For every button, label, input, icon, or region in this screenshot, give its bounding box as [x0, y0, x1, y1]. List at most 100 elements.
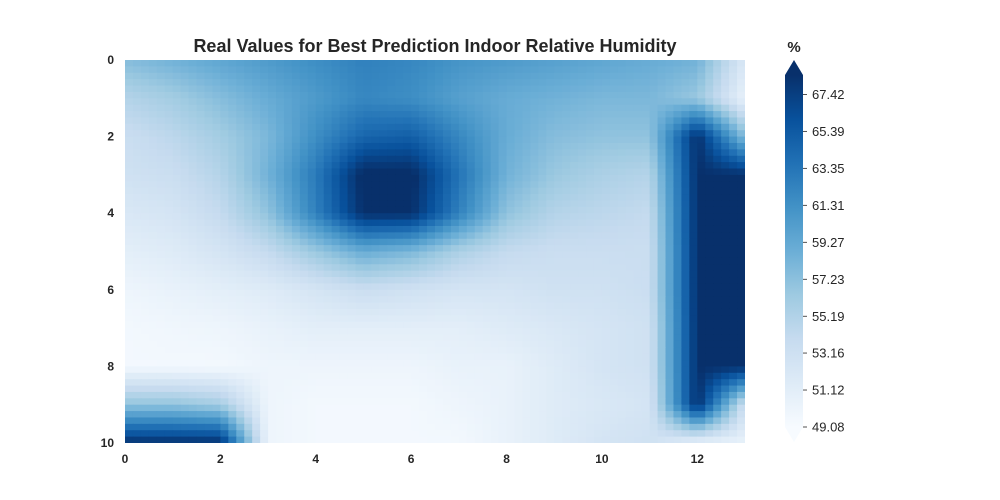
heatmap-cell	[466, 296, 476, 304]
heatmap-cell	[204, 98, 214, 106]
heatmap-cell	[498, 264, 508, 272]
heatmap-cell	[498, 245, 508, 253]
heatmap-cell	[299, 366, 309, 374]
heatmap-cell	[546, 315, 555, 323]
heatmap-cell	[601, 398, 611, 406]
heatmap-cell	[713, 149, 722, 157]
heatmap-cell	[299, 225, 309, 233]
heatmap-cell	[236, 423, 245, 431]
heatmap-cell	[236, 194, 245, 202]
heatmap-cell	[196, 117, 206, 125]
heatmap-cell	[546, 277, 555, 285]
heatmap-cell	[482, 417, 492, 425]
heatmap-cell	[617, 347, 627, 355]
heatmap-cell	[673, 391, 683, 399]
heatmap-cell	[649, 72, 659, 80]
heatmap-cell	[681, 123, 690, 131]
heatmap-cell	[442, 117, 452, 125]
heatmap-cell	[148, 98, 158, 106]
heatmap-cell	[474, 321, 484, 329]
heatmap-cell	[228, 155, 237, 163]
heatmap-cell	[260, 372, 269, 380]
heatmap-cell	[697, 219, 706, 227]
heatmap-cell	[180, 219, 190, 227]
heatmap-cell	[411, 366, 420, 374]
heatmap-cell	[228, 296, 237, 304]
heatmap-cell	[387, 238, 396, 246]
heatmap-cell	[649, 219, 659, 227]
heatmap-cell	[307, 353, 317, 361]
heatmap-cell	[315, 308, 325, 316]
heatmap-cell	[268, 302, 277, 310]
heatmap-cell	[236, 347, 245, 355]
heatmap-cell	[673, 219, 683, 227]
heatmap-cell	[323, 315, 333, 323]
heatmap-cell	[283, 328, 293, 336]
heatmap-cell	[466, 315, 476, 323]
heatmap-cell	[156, 200, 166, 208]
heatmap-cell	[673, 251, 683, 259]
heatmap-cell	[427, 194, 436, 202]
heatmap-cell	[562, 353, 571, 361]
heatmap-cell	[403, 162, 412, 170]
heatmap-cell	[554, 398, 563, 406]
heatmap-cell	[657, 245, 667, 253]
heatmap-cell	[307, 404, 317, 412]
heatmap-cell	[395, 289, 404, 297]
heatmap-cell	[641, 232, 651, 240]
heatmap-cell	[617, 302, 627, 310]
heatmap-cell	[140, 213, 150, 221]
heatmap-cell	[601, 79, 611, 87]
heatmap-cell	[697, 85, 706, 93]
heatmap-cell	[156, 181, 166, 189]
heatmap-cell	[236, 155, 245, 163]
heatmap-cell	[347, 417, 357, 425]
heatmap-cell	[657, 251, 667, 259]
heatmap-cell	[578, 187, 587, 195]
x-tick-label: 4	[312, 452, 319, 466]
y-tick-label: 2	[107, 130, 114, 144]
heatmap-cell	[125, 136, 134, 144]
heatmap-cell	[172, 149, 182, 157]
heatmap-cell	[562, 91, 571, 99]
heatmap-cell	[419, 213, 428, 221]
heatmap-cell	[562, 85, 571, 93]
heatmap-cell	[586, 283, 595, 291]
heatmap-cell	[458, 245, 468, 253]
heatmap-cell	[546, 411, 555, 419]
heatmap-cell	[450, 85, 460, 93]
heatmap-cell	[625, 270, 635, 278]
heatmap-cell	[482, 391, 492, 399]
heatmap-cell	[482, 315, 492, 323]
heatmap-cell	[196, 111, 206, 119]
heatmap-cell	[125, 194, 134, 202]
heatmap-cell	[339, 194, 349, 202]
heatmap-cell	[673, 302, 683, 310]
heatmap-cell	[132, 379, 142, 387]
heatmap-cell	[458, 411, 468, 419]
heatmap-cell	[697, 385, 706, 393]
heatmap-cell	[220, 411, 229, 419]
heatmap-cell	[649, 308, 659, 316]
heatmap-cell	[506, 168, 516, 176]
heatmap-cell	[506, 398, 516, 406]
heatmap-cell	[125, 334, 134, 342]
heatmap-cell	[490, 162, 500, 170]
heatmap-cell	[466, 404, 476, 412]
heatmap-cell	[220, 385, 229, 393]
heatmap-cell	[172, 315, 182, 323]
heatmap-cell	[498, 98, 508, 106]
heatmap-cell	[220, 142, 229, 150]
heatmap-cell	[403, 206, 412, 214]
heatmap-cell	[593, 187, 603, 195]
heatmap-cell	[164, 155, 174, 163]
heatmap-cell	[427, 219, 436, 227]
heatmap-cell	[458, 130, 468, 138]
heatmap-cell	[665, 155, 675, 163]
heatmap-cell	[427, 206, 436, 214]
heatmap-cell	[625, 340, 635, 348]
heatmap-cell	[331, 60, 341, 67]
heatmap-cell	[355, 436, 365, 443]
heatmap-cell	[665, 232, 675, 240]
heatmap-cell	[442, 238, 452, 246]
